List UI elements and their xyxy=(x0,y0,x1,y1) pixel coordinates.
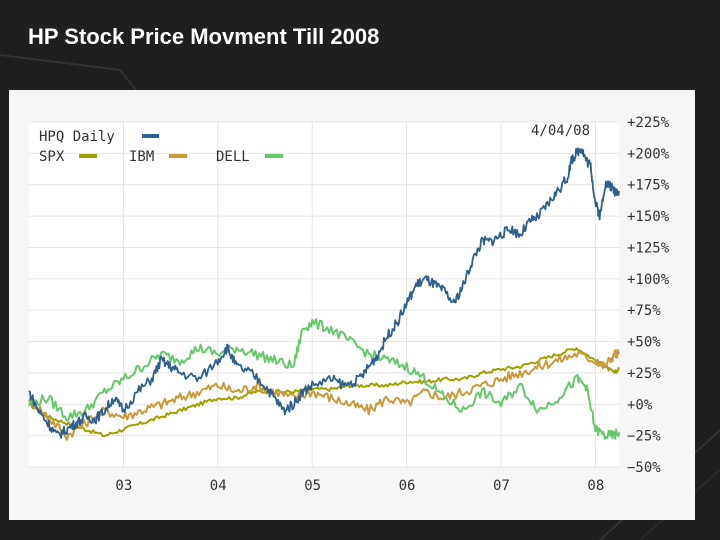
x-tick-label: 04 xyxy=(210,478,227,494)
y-tick-label: +225% xyxy=(627,115,670,131)
y-tick-label: +175% xyxy=(627,178,670,194)
y-tick-label: +75% xyxy=(627,303,661,319)
series-line-ibm xyxy=(28,349,620,441)
series-layer xyxy=(28,147,620,441)
y-tick-label: +100% xyxy=(627,272,670,288)
x-tick-label: 08 xyxy=(587,478,604,494)
y-tick-label: +150% xyxy=(627,209,670,225)
x-tick-label: 07 xyxy=(493,478,510,494)
slide-title: HP Stock Price Movment Till 2008 xyxy=(28,24,380,49)
y-tick-label: +125% xyxy=(627,240,670,256)
y-tick-label: −50% xyxy=(627,460,661,476)
y-tick-label: +25% xyxy=(627,366,661,382)
x-axis: 03 04 05 06 07 08 xyxy=(115,478,604,494)
x-tick-label: 06 xyxy=(399,478,416,494)
date-label: 4/04/08 xyxy=(531,123,590,139)
legend-label-ibm: IBM xyxy=(129,149,154,165)
legend-label-spx: SPX xyxy=(39,149,65,165)
x-tick-label: 05 xyxy=(304,478,321,494)
y-tick-label: +50% xyxy=(627,335,661,351)
y-tick-label: +0% xyxy=(627,397,653,413)
y-tick-label: −25% xyxy=(627,429,661,445)
x-tick-label: 03 xyxy=(115,478,132,494)
legend-label-dell: DELL xyxy=(216,149,250,165)
plot-area xyxy=(29,122,619,467)
stock-chart: HPQ Daily SPX IBM DELL 4/04/08 +225% +200… xyxy=(28,115,670,494)
series-line-hpq xyxy=(28,147,620,439)
y-axis: +225% +200% +175% +150% +125% +100% +75% +50% +2… xyxy=(627,115,670,476)
y-tick-label: +200% xyxy=(627,146,670,162)
series-line-dell xyxy=(28,318,620,440)
legend-label-hpq: HPQ Daily xyxy=(39,129,115,145)
